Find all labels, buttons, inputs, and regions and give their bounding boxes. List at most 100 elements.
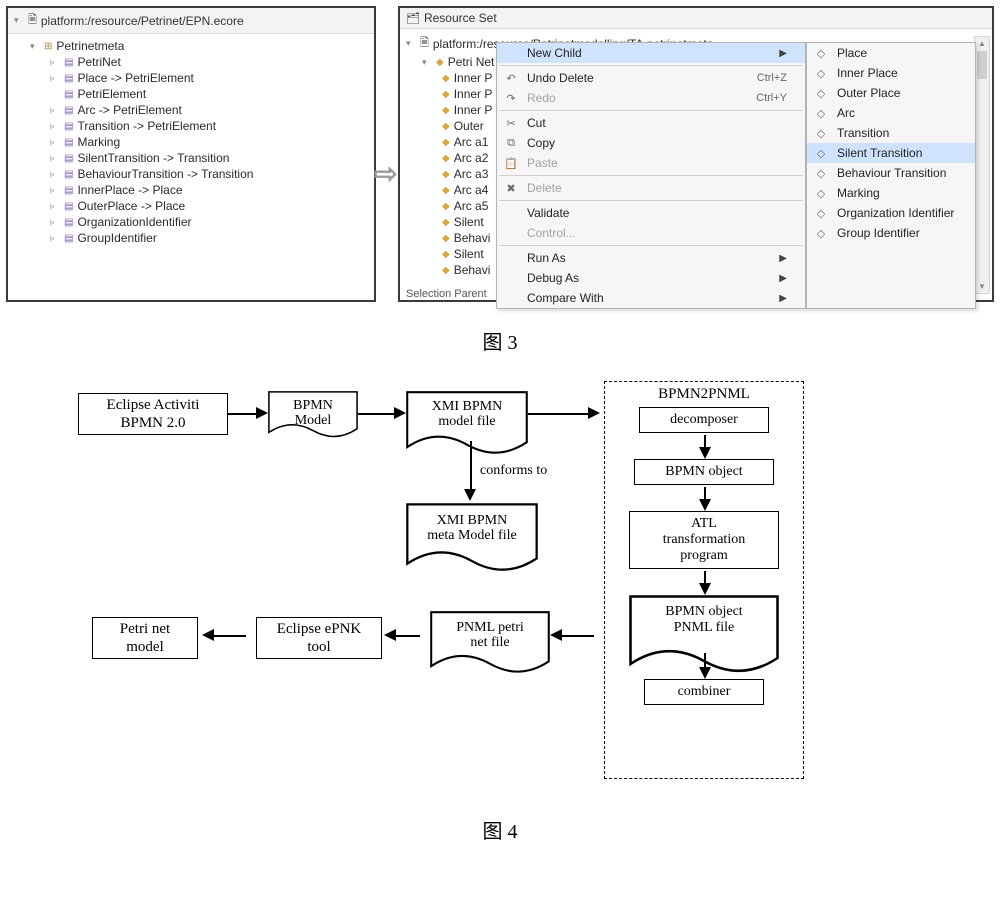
node-decomposer: decomposer bbox=[639, 407, 769, 433]
menu-item[interactable]: New Child▶ bbox=[497, 43, 805, 63]
doc-bpmn-pnml: BPMN object PNML file bbox=[633, 599, 775, 641]
scrollbar[interactable] bbox=[974, 36, 990, 294]
item-label: Inner P bbox=[454, 71, 493, 85]
submenu-label: Marking bbox=[837, 186, 957, 200]
tree-item[interactable]: ▹▤Transition -> PetriElement bbox=[12, 118, 370, 134]
expander-icon[interactable]: ▹ bbox=[50, 185, 60, 196]
tree-item[interactable]: ▹▤Place -> PetriElement bbox=[12, 70, 370, 86]
conforms-label: conforms to bbox=[480, 463, 547, 479]
class-icon: ▤ bbox=[64, 185, 73, 196]
menu-label: Compare With bbox=[527, 291, 771, 305]
tree-item[interactable]: ▹▤Marking bbox=[12, 134, 370, 150]
submenu-item[interactable]: ◇ Transition bbox=[807, 123, 975, 143]
class-icon: ▤ bbox=[64, 121, 73, 132]
diamond-icon: ◇ bbox=[813, 47, 829, 60]
root-label: Petrinetmeta bbox=[56, 39, 124, 53]
diamond-icon: ◇ bbox=[813, 127, 829, 140]
expander-icon[interactable]: ▹ bbox=[50, 73, 60, 84]
diamond-icon: ◆ bbox=[442, 89, 450, 100]
menu-label: Copy bbox=[527, 136, 787, 150]
menu-icon: ✖ bbox=[503, 182, 519, 195]
item-label: PetriElement bbox=[77, 87, 146, 101]
item-label: OrganizationIdentifier bbox=[77, 215, 191, 229]
submenu-item[interactable]: ◇Organization Identifier bbox=[807, 203, 975, 223]
expander-icon[interactable]: ▾ bbox=[14, 15, 24, 26]
dash-title: BPMN2PNML bbox=[605, 382, 803, 405]
tree-item[interactable]: ▹▤OrganizationIdentifier bbox=[12, 214, 370, 230]
tree-item[interactable]: ▹▤OuterPlace -> Place bbox=[12, 198, 370, 214]
tree-item[interactable]: ▹▤BehaviourTransition -> Transition bbox=[12, 166, 370, 182]
submenu-item[interactable]: ◇Behaviour Transition bbox=[807, 163, 975, 183]
submenu-arrow-icon: ▶ bbox=[779, 48, 787, 59]
class-icon: ▤ bbox=[64, 153, 73, 164]
menu-label: Debug As bbox=[527, 271, 771, 285]
package-icon: ⊞ bbox=[44, 41, 52, 52]
submenu-item[interactable]: ◇Outer Place bbox=[807, 83, 975, 103]
submenu-item[interactable]: ◇Inner Place bbox=[807, 63, 975, 83]
submenu-item[interactable]: ◇Silent Transition bbox=[807, 143, 975, 163]
tree-item[interactable]: ▹ ▤ Arc -> PetriElement bbox=[12, 102, 370, 118]
menu-label: Undo Delete bbox=[527, 71, 749, 85]
diamond-icon: ◇ bbox=[813, 187, 829, 200]
expander-icon[interactable]: ▹ bbox=[50, 121, 60, 132]
expander-icon[interactable]: ▹ bbox=[50, 201, 60, 212]
submenu-label: Organization Identifier bbox=[837, 206, 957, 220]
expander-icon[interactable]: ▹ bbox=[50, 169, 60, 180]
flow-diagram: Eclipse Activiti BPMN 2.0 BPMN Model XMI… bbox=[20, 377, 980, 797]
menu-item[interactable]: Debug As▶ bbox=[497, 268, 805, 288]
expander-icon[interactable]: ▹ bbox=[50, 233, 60, 244]
expander-icon[interactable]: ▹ bbox=[50, 217, 60, 228]
figure-4-caption: 图 4 bbox=[0, 797, 1000, 866]
submenu-item[interactable]: ◇Group Identifier bbox=[807, 223, 975, 243]
tree-item[interactable]: ▹▤GroupIdentifier bbox=[12, 230, 370, 246]
item-label: Silent bbox=[454, 247, 484, 261]
figure-3-caption: 图 3 bbox=[0, 308, 1000, 377]
context-menu[interactable]: New Child▶↶Undo DeleteCtrl+Z↷RedoCtrl+Y✂… bbox=[496, 42, 806, 309]
class-icon: ▤ bbox=[64, 105, 73, 116]
root-label: Petri Net bbox=[448, 55, 495, 69]
node-eclipse: Eclipse Activiti BPMN 2.0 bbox=[78, 393, 228, 435]
item-label: Arc -> PetriElement bbox=[77, 103, 181, 117]
bpmn2pnml-box: BPMN2PNML decomposer BPMN object ATL tra… bbox=[604, 381, 804, 779]
tree-item[interactable]: ▤PetriElement bbox=[12, 86, 370, 102]
diamond-icon: ◆ bbox=[442, 169, 450, 180]
tree-root[interactable]: ▾ ⊞ Petrinetmeta bbox=[12, 38, 370, 54]
menu-icon: ↷ bbox=[503, 92, 519, 105]
expander-icon[interactable]: ▾ bbox=[406, 38, 416, 49]
submenu-label: Transition bbox=[837, 126, 957, 140]
submenu-label: Place bbox=[837, 46, 957, 60]
diamond-icon: ◆ bbox=[442, 217, 450, 228]
item-label: Place -> PetriElement bbox=[77, 71, 193, 85]
class-icon: ▤ bbox=[64, 137, 73, 148]
tree-item[interactable]: ▹▤PetriNet bbox=[12, 54, 370, 70]
item-label: Arc a2 bbox=[454, 151, 489, 165]
expander-icon[interactable]: ▹ bbox=[50, 105, 60, 116]
expander-icon[interactable]: ▾ bbox=[422, 57, 432, 68]
menu-item[interactable]: ⧉Copy bbox=[497, 133, 805, 153]
menu-label: Control... bbox=[527, 226, 787, 240]
menu-item[interactable]: ✂Cut bbox=[497, 113, 805, 133]
menu-item: ✖Delete bbox=[497, 178, 805, 198]
diamond-icon: ◆ bbox=[442, 233, 450, 244]
expander-icon[interactable]: ▹ bbox=[50, 57, 60, 68]
submenu-item[interactable]: ◇ Place bbox=[807, 43, 975, 63]
menu-item[interactable]: Compare With▶ bbox=[497, 288, 805, 308]
expander-icon[interactable]: ▹ bbox=[50, 137, 60, 148]
submenu-item[interactable]: ◇Arc bbox=[807, 103, 975, 123]
expander-icon[interactable]: ▹ bbox=[50, 153, 60, 164]
node-atl: ATL transformation program bbox=[629, 511, 779, 569]
item-label: Outer bbox=[454, 119, 484, 133]
tree-item[interactable]: ▹▤SilentTransition -> Transition bbox=[12, 150, 370, 166]
expander-icon[interactable]: ▾ bbox=[30, 41, 40, 52]
class-icon: ▤ bbox=[64, 169, 73, 180]
menu-item[interactable]: Validate bbox=[497, 203, 805, 223]
menu-item[interactable]: ↶Undo DeleteCtrl+Z bbox=[497, 68, 805, 88]
context-submenu[interactable]: ◇ Place ◇Inner Place◇Outer Place◇Arc ◇ Trans… bbox=[806, 42, 976, 309]
tree-item[interactable]: ▹▤InnerPlace -> Place bbox=[12, 182, 370, 198]
item-label: Arc a3 bbox=[454, 167, 489, 181]
submenu-item[interactable]: ◇ Marking bbox=[807, 183, 975, 203]
diamond-icon: ◆ bbox=[442, 185, 450, 196]
class-icon: ▤ bbox=[64, 57, 73, 68]
diamond-icon: ◇ bbox=[813, 67, 829, 80]
menu-item[interactable]: Run As▶ bbox=[497, 248, 805, 268]
